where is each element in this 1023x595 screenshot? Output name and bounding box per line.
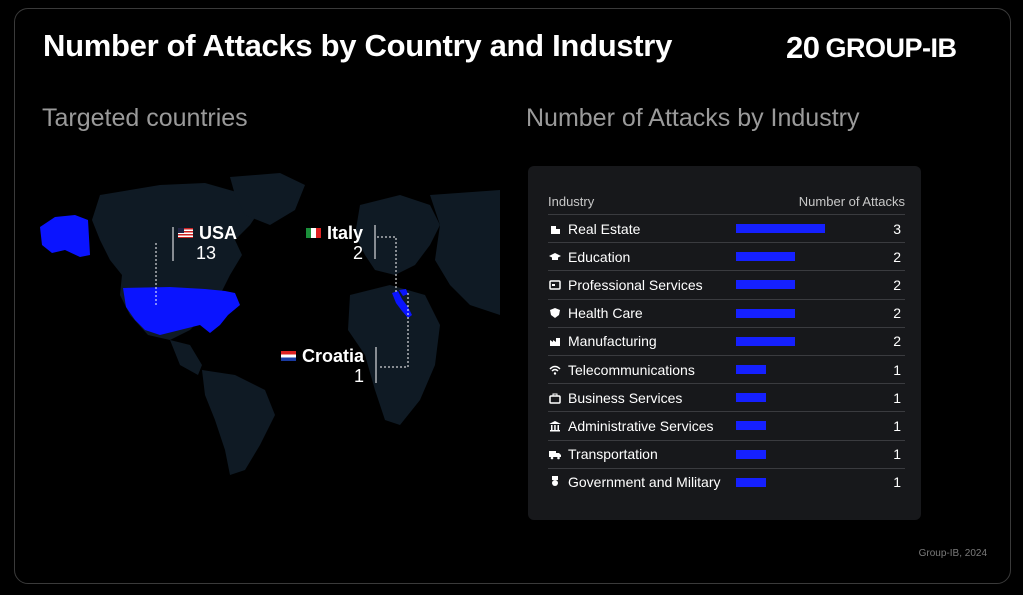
logo-number: 20: [786, 30, 820, 65]
industry-bar: [736, 477, 766, 487]
industry-bar: [736, 336, 796, 346]
industry-count: 1: [893, 361, 901, 378]
factory-icon: [548, 335, 562, 347]
leader-croatia: [380, 293, 409, 368]
us-flag-icon: [178, 228, 193, 238]
industry-row: Real Estate 3: [548, 214, 905, 242]
header-attacks: Number of Attacks: [798, 194, 905, 209]
industry-bar: [736, 252, 796, 262]
industry-row: Administrative Services 1: [548, 411, 905, 439]
industry-rows: Real Estate 3 Education 2 Professional Servi…: [548, 214, 905, 496]
map-alaska: [40, 215, 90, 257]
countries-heading: Targeted countries: [42, 104, 248, 132]
industry-label: Transportation: [568, 446, 658, 463]
industry-row: Professional Services 2: [548, 270, 905, 298]
industry-bar: [736, 421, 766, 431]
bank-icon: [548, 420, 562, 432]
map-europe: [355, 195, 440, 275]
group-ib-logo: 20 GROUP-IB: [786, 30, 957, 66]
leader-italy: [377, 236, 397, 293]
country-name: Italy: [327, 223, 364, 243]
industry-label: Business Services: [568, 389, 683, 406]
header-industry: Industry: [548, 194, 595, 209]
industry-label: Administrative Services: [568, 417, 714, 434]
croatia-flag-icon: [281, 351, 296, 361]
industry-count: 2: [893, 276, 901, 293]
map-central-america: [170, 340, 202, 375]
source-note: Group-IB, 2024: [918, 548, 987, 559]
country-name: USA: [199, 223, 238, 243]
industry-count: 2: [893, 248, 901, 265]
map-croatia: [399, 289, 408, 296]
industry-count: 2: [893, 305, 901, 322]
graduation-cap-icon: [548, 251, 562, 263]
industry-count: 3: [893, 220, 901, 237]
country-label-usa: USA 13: [178, 224, 237, 262]
truck-icon: [548, 448, 562, 460]
table-header: Industry Number of Attacks: [548, 194, 905, 209]
industry-count: 1: [893, 474, 901, 491]
country-name: Croatia: [302, 346, 365, 366]
page-title: Number of Attacks by Country and Industr…: [43, 28, 673, 63]
building-icon: [548, 223, 562, 235]
country-value: 1: [354, 366, 365, 386]
map-greenland: [230, 173, 305, 225]
country-value: 13: [196, 243, 217, 263]
industry-bar: [736, 308, 796, 318]
country-label-italy: Italy 2: [306, 224, 363, 262]
country-value: 2: [353, 243, 364, 263]
industry-row: Transportation 1: [548, 439, 905, 468]
industry-count: 1: [893, 417, 901, 434]
logo-text: GROUP-IB: [825, 32, 957, 63]
map-africa: [348, 285, 440, 425]
industry-row: Health Care 2: [548, 298, 905, 327]
industry-count: 1: [893, 446, 901, 463]
industry-label: Education: [568, 248, 631, 265]
id-card-icon: [548, 279, 562, 291]
industry-row: Government and Military 1: [548, 467, 905, 496]
industry-bar: [736, 224, 825, 234]
industry-row: Telecommunications 1: [548, 354, 905, 383]
industry-bar: [736, 365, 766, 375]
country-label-croatia: Croatia 1: [281, 347, 364, 385]
map-asia: [430, 190, 500, 315]
industry-label: Real Estate: [568, 220, 641, 237]
industry-bar: [736, 449, 766, 459]
industry-label: Manufacturing: [568, 333, 657, 350]
industry-row: Manufacturing 2: [548, 326, 905, 355]
industry-label: Telecommunications: [568, 361, 695, 378]
industry-label: Professional Services: [568, 276, 703, 293]
industry-bar: [736, 280, 796, 290]
wifi-icon: [548, 364, 562, 376]
industry-count: 1: [893, 389, 901, 406]
industry-bar: [736, 393, 766, 403]
industry-chart-panel: [528, 166, 921, 520]
industry-count: 2: [893, 333, 901, 350]
industry-label: Health Care: [568, 305, 643, 322]
industry-row: Education 2: [548, 242, 905, 270]
map-italy: [392, 291, 412, 318]
industry-label: Government and Military: [568, 474, 721, 491]
shield-icon: [548, 307, 562, 319]
map-south-america: [202, 370, 275, 475]
italy-flag-icon: [306, 228, 321, 238]
medal-icon: [548, 476, 562, 488]
briefcase-icon: [548, 392, 562, 404]
industry-heading: Number of Attacks by Industry: [526, 104, 860, 132]
world-map: [40, 173, 500, 475]
map-usa: [123, 287, 240, 335]
industry-row: Business Services 1: [548, 383, 905, 411]
